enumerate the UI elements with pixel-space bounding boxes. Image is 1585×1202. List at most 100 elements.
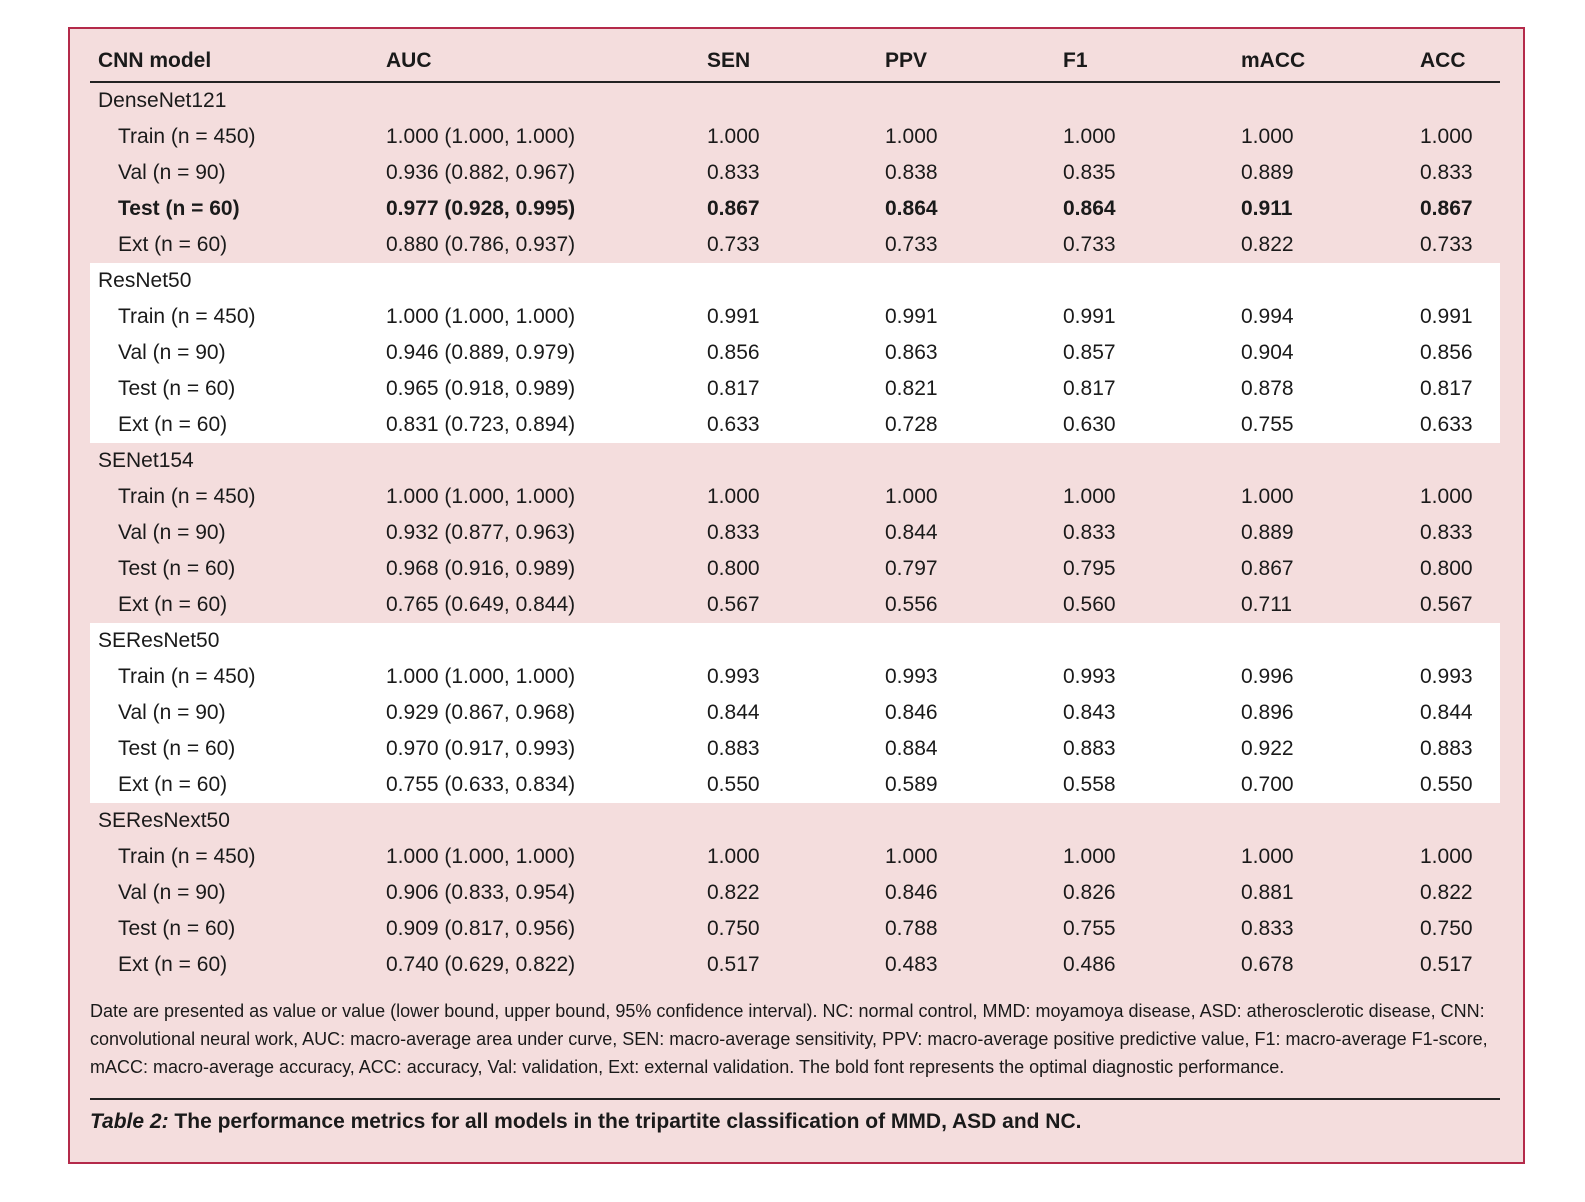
cell-auc: 0.977 (0.928, 0.995) bbox=[386, 197, 576, 220]
cell-ppv: 0.844 bbox=[885, 521, 938, 544]
cell-macc: 0.922 bbox=[1241, 737, 1294, 760]
cell-acc: 1.000 bbox=[1420, 125, 1473, 148]
cell-acc: 0.993 bbox=[1420, 665, 1473, 688]
header-cnn-model: CNN model bbox=[98, 49, 212, 72]
cell-acc: 1.000 bbox=[1420, 485, 1473, 508]
cell-split: Test (n = 60) bbox=[118, 557, 236, 580]
table-header: CNN model AUC SEN PPV F1 mACC ACC bbox=[90, 41, 1500, 83]
header-sen: SEN bbox=[707, 49, 751, 72]
cell-ppv: 0.733 bbox=[885, 233, 938, 256]
caption-label: Table 2: bbox=[90, 1110, 169, 1133]
cell-auc: 1.000 (1.000, 1.000) bbox=[386, 125, 576, 148]
cell-acc: 0.517 bbox=[1420, 953, 1473, 976]
cell-auc: 1.000 (1.000, 1.000) bbox=[386, 485, 576, 508]
model-name: SEResNet50 bbox=[98, 629, 220, 652]
cell-f1: 0.857 bbox=[1063, 341, 1116, 364]
cell-ppv: 0.821 bbox=[885, 377, 938, 400]
table-caption: Table 2: The performance metrics for all… bbox=[90, 1105, 1500, 1139]
cell-acc: 0.800 bbox=[1420, 557, 1473, 580]
cell-macc: 0.678 bbox=[1241, 953, 1294, 976]
cell-macc: 0.755 bbox=[1241, 413, 1294, 436]
cell-f1: 0.558 bbox=[1063, 773, 1116, 796]
cell-ppv: 0.483 bbox=[885, 953, 938, 976]
cell-ppv: 1.000 bbox=[885, 845, 938, 868]
cell-f1: 0.833 bbox=[1063, 521, 1116, 544]
cell-auc: 0.970 (0.917, 0.993) bbox=[386, 737, 576, 760]
cell-macc: 0.867 bbox=[1241, 557, 1294, 580]
cell-macc: 0.904 bbox=[1241, 341, 1294, 364]
cell-sen: 0.550 bbox=[707, 773, 760, 796]
cell-split: Test (n = 60) bbox=[118, 917, 236, 940]
table-row: Val (n = 90) 0.936 (0.882, 0.967) 0.833 0.8… bbox=[90, 155, 1500, 191]
group-title-row: ResNet50 bbox=[90, 263, 1500, 299]
cell-split: Test (n = 60) bbox=[118, 377, 236, 400]
cell-ppv: 1.000 bbox=[885, 125, 938, 148]
table-row: Val (n = 90) 0.929 (0.867, 0.968) 0.844 0.8… bbox=[90, 695, 1500, 731]
cell-f1: 0.883 bbox=[1063, 737, 1116, 760]
cell-sen: 0.633 bbox=[707, 413, 760, 436]
cell-f1: 0.864 bbox=[1063, 197, 1116, 220]
cell-auc: 0.946 (0.889, 0.979) bbox=[386, 341, 576, 364]
cell-acc: 0.833 bbox=[1420, 161, 1473, 184]
cell-macc: 1.000 bbox=[1241, 125, 1294, 148]
cell-acc: 0.633 bbox=[1420, 413, 1473, 436]
cell-acc: 0.550 bbox=[1420, 773, 1473, 796]
cell-macc: 0.711 bbox=[1241, 593, 1292, 616]
cell-f1: 0.826 bbox=[1063, 881, 1116, 904]
cell-split: Ext (n = 60) bbox=[118, 593, 228, 616]
cell-ppv: 0.728 bbox=[885, 413, 938, 436]
caption-divider bbox=[90, 1098, 1500, 1100]
table-row: Train (n = 450) 1.000 (1.000, 1.000) 1.000… bbox=[90, 119, 1500, 155]
cell-sen: 0.991 bbox=[707, 305, 760, 328]
cell-split: Train (n = 450) bbox=[118, 665, 256, 688]
cell-ppv: 0.846 bbox=[885, 881, 938, 904]
cell-ppv: 0.846 bbox=[885, 701, 938, 724]
model-name: ResNet50 bbox=[98, 269, 192, 292]
header-macc: mACC bbox=[1241, 49, 1306, 72]
cell-macc: 0.889 bbox=[1241, 521, 1294, 544]
cell-ppv: 0.556 bbox=[885, 593, 938, 616]
model-name: DenseNet121 bbox=[98, 89, 227, 112]
cell-sen: 0.517 bbox=[707, 953, 760, 976]
cell-acc: 1.000 bbox=[1420, 845, 1473, 868]
cell-split: Train (n = 450) bbox=[118, 125, 256, 148]
table-row: Train (n = 450) 1.000 (1.000, 1.000) 0.993… bbox=[90, 659, 1500, 695]
cell-auc: 0.765 (0.649, 0.844) bbox=[386, 593, 576, 616]
table-footnote: Date are presented as value or value (lo… bbox=[90, 1001, 1488, 1077]
cell-ppv: 0.589 bbox=[885, 773, 938, 796]
cell-split: Val (n = 90) bbox=[118, 701, 226, 724]
table-row: Val (n = 90) 0.906 (0.833, 0.954) 0.822 0.8… bbox=[90, 875, 1500, 911]
cell-auc: 0.755 (0.633, 0.834) bbox=[386, 773, 576, 796]
cell-acc: 0.567 bbox=[1420, 593, 1473, 616]
cell-split: Test (n = 60) bbox=[118, 197, 240, 220]
cell-auc: 0.932 (0.877, 0.963) bbox=[386, 521, 576, 544]
caption-text: The performance metrics for all models i… bbox=[168, 1110, 1082, 1133]
cell-acc: 0.733 bbox=[1420, 233, 1473, 256]
cell-split: Train (n = 450) bbox=[118, 845, 256, 868]
cell-sen: 0.567 bbox=[707, 593, 760, 616]
cell-sen: 0.733 bbox=[707, 233, 760, 256]
cell-split: Ext (n = 60) bbox=[118, 773, 228, 796]
cell-ppv: 0.991 bbox=[885, 305, 938, 328]
cell-sen: 0.817 bbox=[707, 377, 760, 400]
cell-auc: 1.000 (1.000, 1.000) bbox=[386, 305, 576, 328]
cell-macc: 0.700 bbox=[1241, 773, 1294, 796]
cell-acc: 0.867 bbox=[1420, 197, 1473, 220]
model-name: SENet154 bbox=[98, 449, 194, 472]
cell-sen: 1.000 bbox=[707, 125, 760, 148]
cell-sen: 1.000 bbox=[707, 485, 760, 508]
cell-auc: 0.936 (0.882, 0.967) bbox=[386, 161, 576, 184]
cell-macc: 0.889 bbox=[1241, 161, 1294, 184]
cell-auc: 0.965 (0.918, 0.989) bbox=[386, 377, 576, 400]
cell-auc: 0.909 (0.817, 0.956) bbox=[386, 917, 576, 940]
cell-macc: 0.996 bbox=[1241, 665, 1294, 688]
cell-ppv: 0.864 bbox=[885, 197, 938, 220]
cell-sen: 0.750 bbox=[707, 917, 760, 940]
table-row: Ext (n = 60) 0.740 (0.629, 0.822) 0.517 0.4… bbox=[90, 947, 1500, 983]
cell-auc: 0.740 (0.629, 0.822) bbox=[386, 953, 576, 976]
cell-f1: 1.000 bbox=[1063, 845, 1116, 868]
header-f1: F1 bbox=[1063, 49, 1088, 72]
cell-acc: 0.822 bbox=[1420, 881, 1473, 904]
cell-acc: 0.883 bbox=[1420, 737, 1473, 760]
table-row: Train (n = 450) 1.000 (1.000, 1.000) 1.000… bbox=[90, 479, 1500, 515]
